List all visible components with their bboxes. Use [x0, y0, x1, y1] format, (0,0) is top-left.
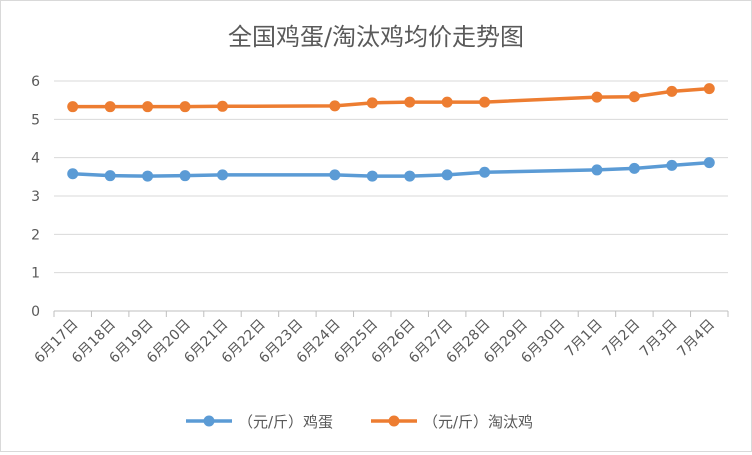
data-point [67, 101, 79, 113]
series-lines [67, 83, 715, 182]
data-point [366, 97, 378, 109]
legend-marker [203, 415, 215, 427]
y-tick-label: 1 [31, 266, 40, 282]
chart-title: 全国鸡蛋/淘汰鸡均价走势图 [228, 23, 524, 51]
data-point [703, 83, 715, 95]
y-tick-label: 5 [31, 112, 40, 128]
series-line [72, 160, 710, 178]
data-point [628, 162, 640, 174]
x-tick-label: 7月3日 [637, 317, 681, 361]
data-point [142, 170, 154, 182]
data-point [179, 101, 191, 113]
legend-marker [388, 415, 400, 427]
data-point [329, 169, 341, 181]
data-point [104, 170, 116, 182]
data-point [142, 101, 154, 113]
data-point [479, 96, 491, 108]
x-tick-label: 7月4日 [674, 317, 718, 361]
legend-item: （元/斤）鸡蛋 [186, 413, 333, 431]
data-point [366, 170, 378, 182]
series-line [72, 86, 710, 109]
y-tick-label: 0 [31, 304, 40, 320]
data-point [441, 96, 453, 108]
x-tick-label: 7月2日 [599, 317, 643, 361]
legend: （元/斤）鸡蛋 （元/斤）淘汰鸡 [186, 413, 533, 431]
legend-label: （元/斤）淘汰鸡 [423, 413, 533, 431]
series-1 [67, 157, 715, 182]
y-axis-ticks: 0 1 2 3 4 5 6 [31, 74, 40, 320]
data-point [217, 169, 228, 181]
y-tick-label: 3 [31, 189, 40, 205]
data-point [703, 157, 715, 169]
gridlines [54, 80, 728, 312]
data-point [591, 91, 603, 103]
data-point [329, 100, 341, 112]
data-point [591, 164, 603, 176]
data-point [179, 170, 191, 182]
data-point [479, 166, 491, 178]
data-point [404, 96, 416, 108]
x-axis-ticks: 6月17日6月18日6月19日6月20日6月21日6月22日6月23日6月24日… [32, 310, 729, 367]
y-tick-label: 2 [31, 227, 40, 243]
x-tick-label: 7月1日 [562, 317, 606, 361]
data-point [666, 159, 678, 171]
data-point [67, 168, 79, 180]
data-point [666, 85, 678, 97]
data-point [404, 170, 416, 182]
data-point [628, 91, 640, 103]
series-2 [67, 83, 715, 113]
data-point [441, 169, 453, 181]
data-point [217, 100, 228, 112]
legend-item: （元/斤）淘汰鸡 [371, 413, 533, 431]
y-tick-label: 6 [31, 74, 40, 90]
data-point [104, 101, 116, 113]
legend-label: （元/斤）鸡蛋 [238, 413, 333, 431]
y-tick-label: 4 [31, 151, 40, 167]
